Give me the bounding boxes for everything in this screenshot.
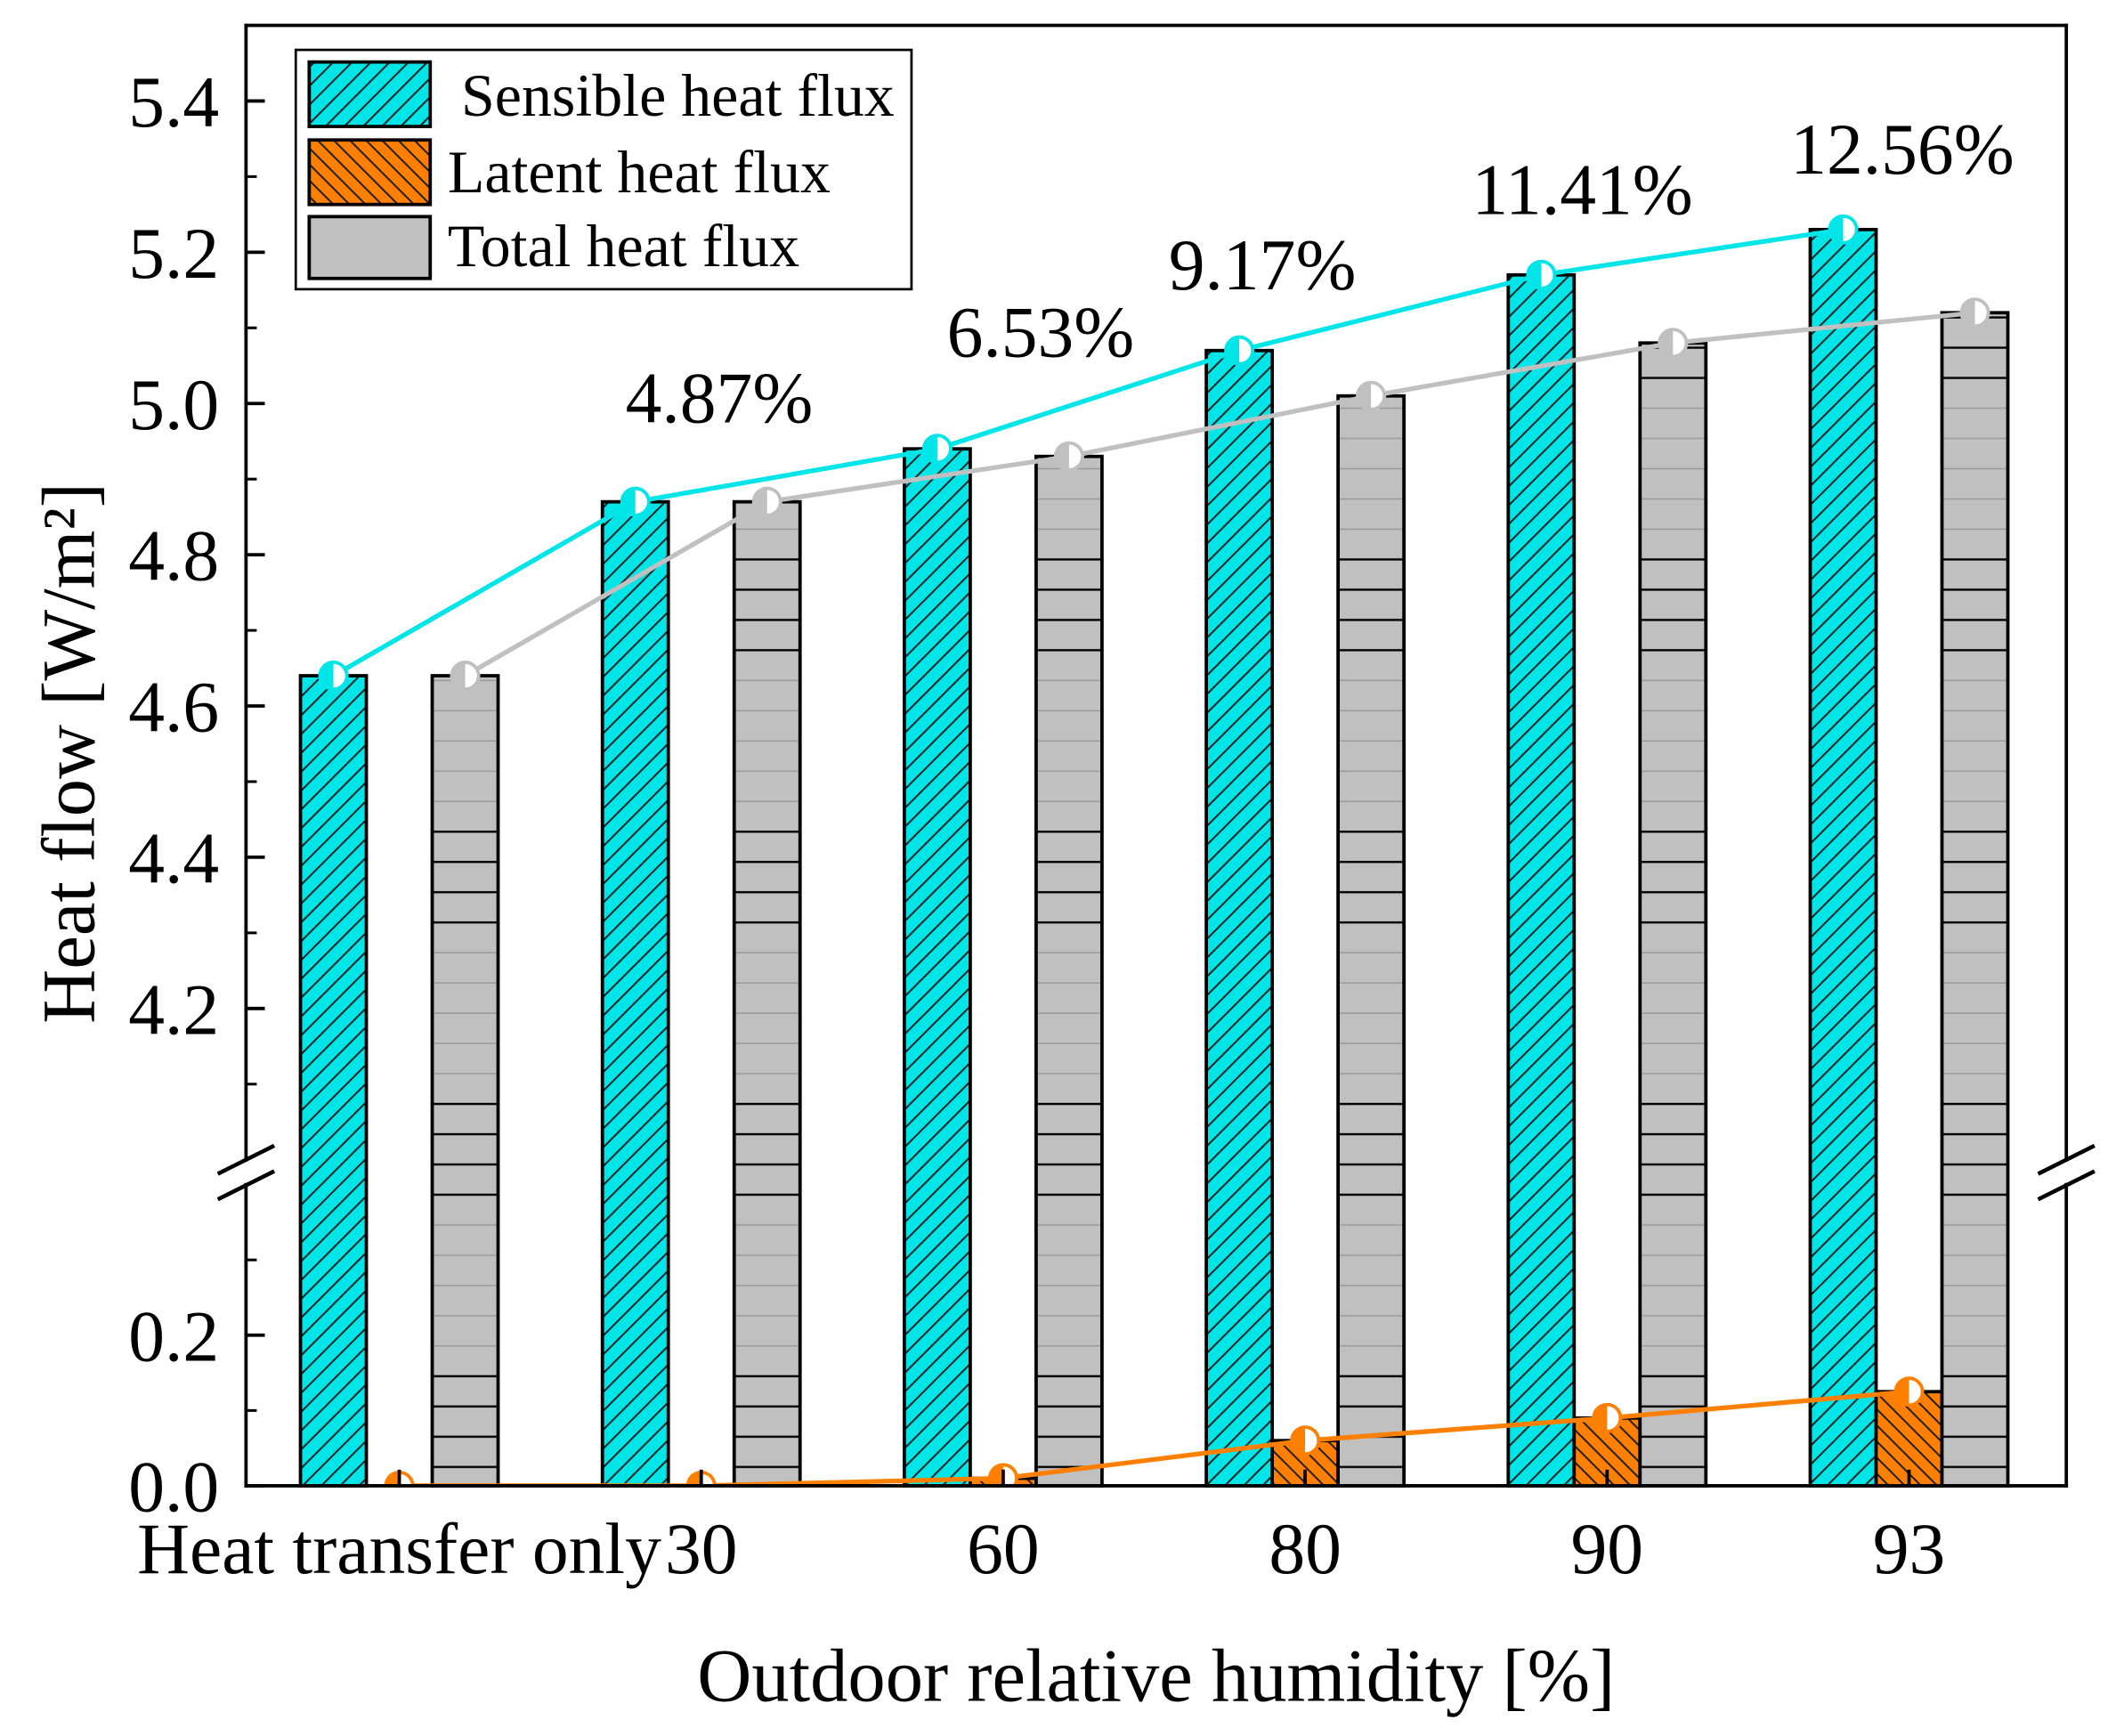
marker-total-0: [450, 661, 481, 692]
bar-total-5: [1940, 311, 2010, 1488]
series-markers-layer: [318, 214, 1990, 1486]
marker-sensible-4: [1526, 259, 1557, 290]
percent-annotation: 4.87%: [626, 357, 814, 438]
y-tick-label: 0.2: [128, 1295, 219, 1376]
x-tick-label: 30: [665, 1508, 738, 1589]
marker-latent-5: [1893, 1376, 1925, 1407]
plot-frame: [244, 23, 2069, 1488]
y-tick-label: 4.8: [128, 515, 219, 596]
marker-half-fill: [1895, 1378, 1909, 1406]
y-tick-label: 4.6: [128, 667, 219, 748]
y-tick-label: 0.0: [128, 1446, 219, 1527]
break-slash: [216, 1169, 276, 1202]
marker-total-4: [1658, 328, 1689, 359]
axis-break-left: [216, 1143, 276, 1202]
legend-swatch-sensible: [307, 60, 433, 129]
line-total: [464, 310, 1975, 678]
y-tick-label: 4.4: [128, 817, 219, 898]
marker-half-fill: [1055, 442, 1069, 470]
marker-latent-3: [1290, 1425, 1321, 1456]
axis-break-right: [2037, 1143, 2096, 1202]
bar-total-2: [1034, 454, 1104, 1488]
marker-half-fill: [320, 661, 334, 690]
bars-layer: [298, 227, 2010, 1488]
x-tick-label: Heat transfer only: [137, 1508, 661, 1589]
break-slash: [2037, 1169, 2096, 1202]
percent-annotation: 12.56%: [1790, 109, 2014, 190]
x-tick-label: 60: [967, 1508, 1040, 1589]
marker-sensible-2: [921, 434, 953, 465]
bar-total-3: [1336, 393, 1406, 1488]
bar-sensible-4: [1506, 272, 1577, 1488]
x-axis-title: Outdoor relative humidity [%]: [697, 1635, 1615, 1718]
marker-half-fill: [621, 488, 636, 515]
marker-half-fill: [1829, 215, 1844, 243]
marker-half-fill: [1593, 1404, 1608, 1432]
x-axis-ticks: Heat transfer only 30 60 80 90 93: [137, 1469, 1946, 1589]
marker-half-fill: [687, 1472, 701, 1486]
marker-half-fill: [989, 1464, 1003, 1486]
marker-half-fill: [451, 661, 466, 690]
x-tick-label: 90: [1571, 1508, 1644, 1589]
marker-latent-4: [1592, 1402, 1623, 1433]
legend-swatch-latent: [307, 138, 433, 207]
percent-annotation: 9.17%: [1169, 224, 1357, 305]
marker-half-fill: [1292, 1427, 1306, 1455]
marker-sensible-3: [1224, 335, 1255, 366]
bar-total-4: [1638, 341, 1708, 1488]
break-slash: [2037, 1143, 2096, 1176]
marker-total-2: [1053, 441, 1084, 472]
percent-annotations: 4.87% 6.53% 9.17% 11.41% 12.56%: [626, 109, 2015, 438]
legend-label-total: Total heat flux: [448, 212, 799, 280]
marker-half-fill: [1961, 299, 1975, 327]
x-tick-label: 93: [1873, 1508, 1946, 1589]
legend-label-latent: Latent heat flux: [448, 138, 831, 206]
marker-half-fill: [1528, 261, 1542, 288]
marker-sensible-5: [1828, 214, 1859, 245]
line-latent: [399, 1389, 1909, 1486]
bar-total-0: [430, 674, 500, 1488]
marker-half-fill: [753, 488, 767, 515]
marker-half-fill: [1659, 329, 1674, 357]
legend-swatch-total: [307, 215, 433, 280]
marker-sensible-0: [318, 661, 349, 692]
percent-annotation: 11.41%: [1472, 149, 1692, 230]
marker-half-fill: [1226, 337, 1240, 364]
bar-sensible-5: [1808, 227, 1878, 1488]
marker-total-1: [751, 486, 782, 517]
series-lines-layer: [332, 227, 1975, 1486]
marker-sensible-1: [620, 486, 651, 517]
bar-sensible-1: [600, 499, 670, 1488]
percent-annotation: 6.53%: [947, 291, 1135, 372]
y-axis-title: Heat flow [W/m²]: [28, 483, 111, 1024]
marker-half-fill: [385, 1472, 400, 1486]
y-axis-ticks: 4.2 4.4 4.6 4.8 5.0 5.2 5.4 0.0 0.2: [128, 61, 265, 1527]
y-tick-label: 5.4: [128, 61, 219, 142]
x-tick-label: 80: [1269, 1508, 1342, 1589]
legend-label-sensible: Sensible heat flux: [461, 61, 895, 129]
y-tick-label: 4.2: [128, 969, 219, 1050]
break-slash: [216, 1143, 276, 1176]
marker-total-3: [1356, 380, 1387, 411]
marker-half-fill: [1358, 382, 1372, 410]
bar-sensible-0: [298, 674, 369, 1488]
y-tick-label: 5.2: [128, 213, 219, 294]
bar-total-1: [732, 499, 802, 1488]
y-tick-label: 5.0: [128, 364, 219, 445]
bar-sensible-3: [1204, 348, 1274, 1488]
marker-half-fill: [923, 435, 937, 463]
legend: Sensible heat flux Latent heat flux Tota…: [294, 48, 913, 291]
bar-sensible-2: [903, 447, 972, 1488]
line-sensible: [332, 227, 1844, 678]
marker-total-5: [1959, 297, 1990, 329]
